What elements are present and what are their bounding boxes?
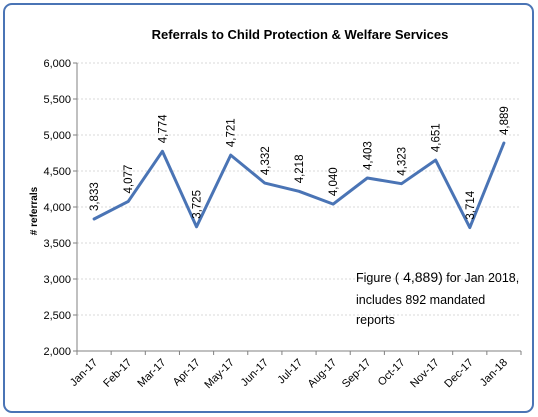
axes	[73, 62, 522, 355]
x-tick-label: Aug-17	[306, 357, 340, 391]
x-tick-label: Feb-17	[101, 357, 134, 390]
y-tick-label: 6,000	[43, 58, 71, 70]
chart-frame: Referrals to Child Protection & Welfare …	[3, 3, 534, 413]
data-label: 4,889	[499, 106, 511, 135]
data-label: 4,651	[431, 123, 443, 152]
data-label: 4,774	[157, 114, 169, 143]
data-label: 3,833	[89, 182, 101, 211]
y-tick-label: 5,500	[43, 94, 71, 106]
annotation-suffix: for Jan 2018,	[443, 271, 519, 285]
annotation-line-3: reports	[356, 313, 395, 327]
y-tick-label: 4,500	[43, 166, 71, 178]
x-tick-label: Jun-17	[239, 357, 271, 389]
data-label: 4,332	[260, 146, 272, 175]
y-axis-label: # referrals	[29, 186, 40, 235]
data-label: 4,403	[362, 141, 374, 170]
x-tick-label: Apr-17	[171, 357, 203, 389]
y-tick-label: 3,000	[43, 274, 71, 286]
data-label: 4,040	[328, 167, 340, 196]
y-tick-label: 3,500	[43, 238, 71, 250]
x-tick-label: May-17	[202, 357, 236, 391]
data-label: 4,077	[123, 165, 135, 194]
x-tick-label: Jan-18	[478, 357, 510, 389]
gridlines	[77, 62, 521, 316]
annotation-prefix: Figure (	[356, 271, 400, 285]
x-tick-label: Oct-17	[376, 357, 408, 389]
x-tick-label: Dec-17	[442, 357, 476, 391]
y-tick-label: 4,000	[43, 202, 71, 214]
x-tick-labels: Jan-17 Feb-17 Mar-17 Apr-17 May-17 Jun-17 Jul-…	[68, 357, 510, 391]
x-tick-label: Nov-17	[408, 357, 442, 391]
chart-title: Referrals to Child Protection & Welfare …	[152, 27, 449, 42]
annotation-note: Figure (4,889) for Jan 2018, includes 89…	[356, 269, 519, 327]
x-tick-label: Jan-17	[68, 357, 100, 389]
data-labels: 3,833 4,077 4,774 3,725 4,721 4,332 4,218 4,040…	[89, 106, 511, 219]
line-chart: Referrals to Child Protection & Welfare …	[29, 27, 522, 391]
y-tick-labels: 2,000 2,500 3,000 3,500 4,000 4,500 5,000 5,500…	[43, 58, 71, 358]
annotation-line-2: includes 892 mandated	[356, 293, 485, 307]
series-line-layer	[92, 141, 506, 230]
annotation-value: 4,889)	[403, 269, 443, 285]
y-tick-label: 5,000	[43, 130, 71, 142]
x-tick-label: Jul-17	[275, 357, 305, 387]
data-label: 3,714	[465, 190, 477, 219]
y-tick-label: 2,000	[43, 346, 71, 358]
data-label: 4,218	[294, 155, 306, 184]
data-label: 4,721	[226, 118, 238, 147]
data-label: 3,725	[192, 190, 204, 219]
annotation-line-1: Figure (4,889) for Jan 2018,	[356, 269, 519, 285]
series-line	[92, 141, 506, 230]
x-tick-label: Sep-17	[340, 357, 374, 391]
y-tick-label: 2,500	[43, 310, 71, 322]
data-label: 4,323	[396, 147, 408, 176]
x-tick-label: Mar-17	[135, 357, 168, 390]
